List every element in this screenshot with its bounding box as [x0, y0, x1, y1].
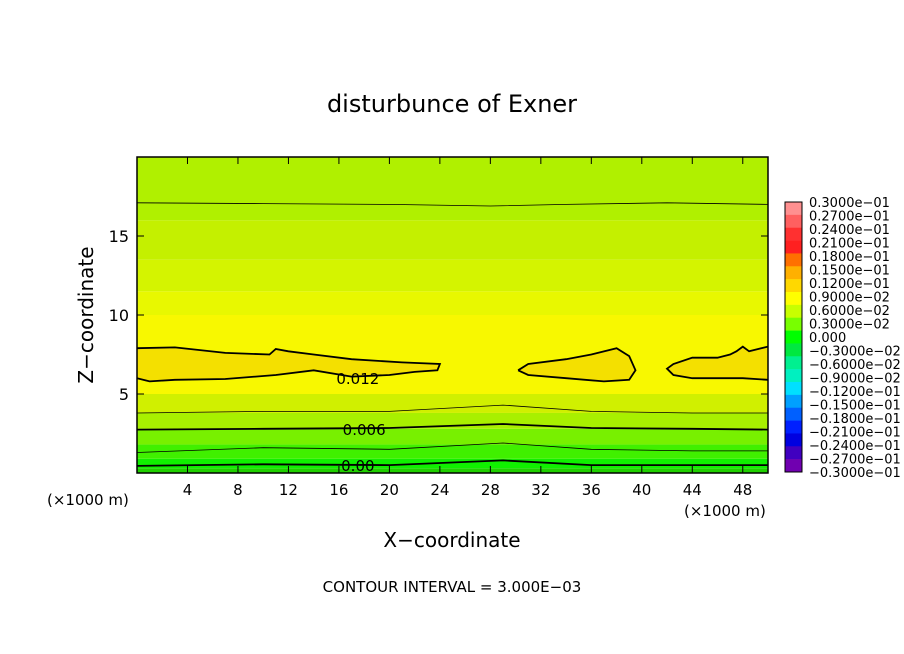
colorbar-swatch-8 [785, 304, 802, 319]
colorbar: 0.3000e−010.2700e−010.2400e−010.2100e−01… [784, 196, 901, 481]
colorbar-swatch-6 [785, 279, 802, 293]
colorbar-swatch-0 [785, 202, 802, 216]
colorbar-frame [784, 201, 803, 473]
colorbar-swatch-7 [785, 292, 802, 306]
contour-line-3 [137, 442, 768, 453]
footer-contour-interval: CONTOUR INTERVAL = 3.000E−03 [323, 578, 582, 596]
colorbar-label-18: −0.2400e−01 [809, 439, 901, 454]
colorbar-label-20: −0.3000e−01 [809, 466, 901, 481]
contour-closed-1 [517, 347, 637, 383]
x-tick-label-8: 36 [582, 481, 601, 499]
colorbar-label-3: 0.2100e−01 [809, 237, 890, 252]
colorbar-swatch-11 [785, 343, 802, 357]
chart-title: disturbunce of Exner [327, 90, 577, 118]
x-tick-label-9: 40 [632, 481, 651, 499]
colorbar-label-19: −0.2700e−01 [809, 453, 901, 468]
colorbar-swatch-13 [785, 369, 802, 383]
colorbar-swatch-9 [785, 317, 802, 331]
colorbar-swatch-17 [785, 420, 802, 434]
x-tick-label-10: 44 [683, 481, 702, 499]
contour-closed-2 [665, 345, 768, 381]
y-axis-ticks: 5 10 15 [109, 227, 768, 404]
colorbar-swatch-5 [785, 266, 802, 280]
colorbar-swatch-3 [785, 240, 802, 254]
color-band-8 [137, 259, 768, 292]
contour-line-0 [137, 202, 768, 207]
colorbar-label-2: 0.2400e−01 [809, 223, 890, 238]
colorbar-swatch-16 [785, 407, 802, 421]
x-unit-left: (×1000 m) [47, 491, 129, 509]
colorbar-swatch-1 [785, 214, 802, 229]
y-tick-label-0: 5 [119, 385, 129, 404]
colorbar-swatch-2 [785, 227, 802, 241]
colorbar-label-0: 0.3000e−01 [809, 196, 890, 211]
color-band-4 [137, 412, 768, 429]
colorbar-swatch-19 [785, 446, 802, 460]
colorbar-label-7: 0.9000e−02 [809, 291, 890, 306]
x-tick-label-2: 12 [279, 481, 298, 499]
high-region-fill-0 [137, 347, 440, 382]
colorbar-swatch-4 [785, 253, 802, 267]
color-band-7 [137, 291, 768, 315]
contour-label-1: 0.006 [343, 421, 386, 439]
colorbar-swatch-14 [785, 382, 802, 396]
colorbar-label-5: 0.1500e−01 [809, 264, 890, 279]
colorbar-swatch-20 [785, 459, 802, 473]
contour-line-4 [137, 459, 768, 467]
colorbar-swatch-12 [785, 356, 802, 370]
colorbar-label-11: −0.3000e−02 [809, 345, 901, 360]
contour-line-1 [137, 404, 768, 414]
color-band-9 [137, 220, 768, 260]
contour-closed-0 [137, 346, 442, 383]
x-tick-label-4: 20 [380, 481, 399, 499]
color-band-1 [137, 458, 768, 469]
colorbar-label-16: −0.1800e−01 [809, 412, 901, 427]
y-axis-label: Z−coordinate [74, 246, 98, 383]
color-band-2 [137, 444, 768, 459]
y-tick-label-1: 10 [109, 306, 129, 325]
color-band-0 [137, 468, 768, 473]
x-tick-label-0: 4 [183, 481, 193, 499]
contour-lines [137, 202, 768, 467]
x-tick-label-1: 8 [233, 481, 243, 499]
color-bands [137, 157, 768, 473]
colorbar-swatch-10 [785, 330, 802, 344]
color-band-5 [137, 394, 768, 413]
x-tick-label-6: 28 [481, 481, 500, 499]
x-axis-ticks: 4 8 12 16 20 24 28 32 36 40 44 48 [183, 157, 752, 499]
x-tick-label-3: 16 [329, 481, 348, 499]
color-band-10 [137, 157, 768, 221]
colorbar-swatch-18 [785, 433, 802, 447]
colorbar-label-8: 0.6000e−02 [809, 304, 890, 319]
x-unit-right: (×1000 m) [684, 502, 766, 520]
high-region-fill-2 [667, 346, 768, 380]
colorbar-label-17: −0.2100e−01 [809, 426, 901, 441]
y-tick-label-2: 15 [109, 227, 129, 246]
contour-line-2 [137, 423, 768, 431]
contour-label-0: 0.012 [336, 370, 379, 388]
colorbar-label-4: 0.1800e−01 [809, 250, 890, 265]
x-axis-label: X−coordinate [383, 528, 520, 552]
colorbar-label-15: −0.1500e−01 [809, 399, 901, 414]
colorbar-label-12: −0.6000e−02 [809, 358, 901, 373]
contour-label-2: 0.00 [341, 457, 374, 475]
color-band-3 [137, 428, 768, 445]
colorbar-label-13: −0.9000e−02 [809, 372, 901, 387]
colorbar-label-1: 0.2700e−01 [809, 210, 890, 225]
colorbar-swatch-15 [785, 394, 802, 409]
colorbar-label-10: 0.000 [809, 331, 846, 346]
colorbar-label-14: −0.1200e−01 [809, 385, 901, 400]
x-tick-label-11: 48 [733, 481, 752, 499]
high-region-fill-1 [518, 348, 636, 382]
x-tick-label-5: 24 [430, 481, 449, 499]
x-tick-label-7: 32 [531, 481, 550, 499]
colorbar-label-6: 0.1200e−01 [809, 277, 890, 292]
contour-labels: 0.012 0.006 0.00 [336, 370, 386, 475]
colorbar-label-9: 0.3000e−02 [809, 318, 890, 333]
